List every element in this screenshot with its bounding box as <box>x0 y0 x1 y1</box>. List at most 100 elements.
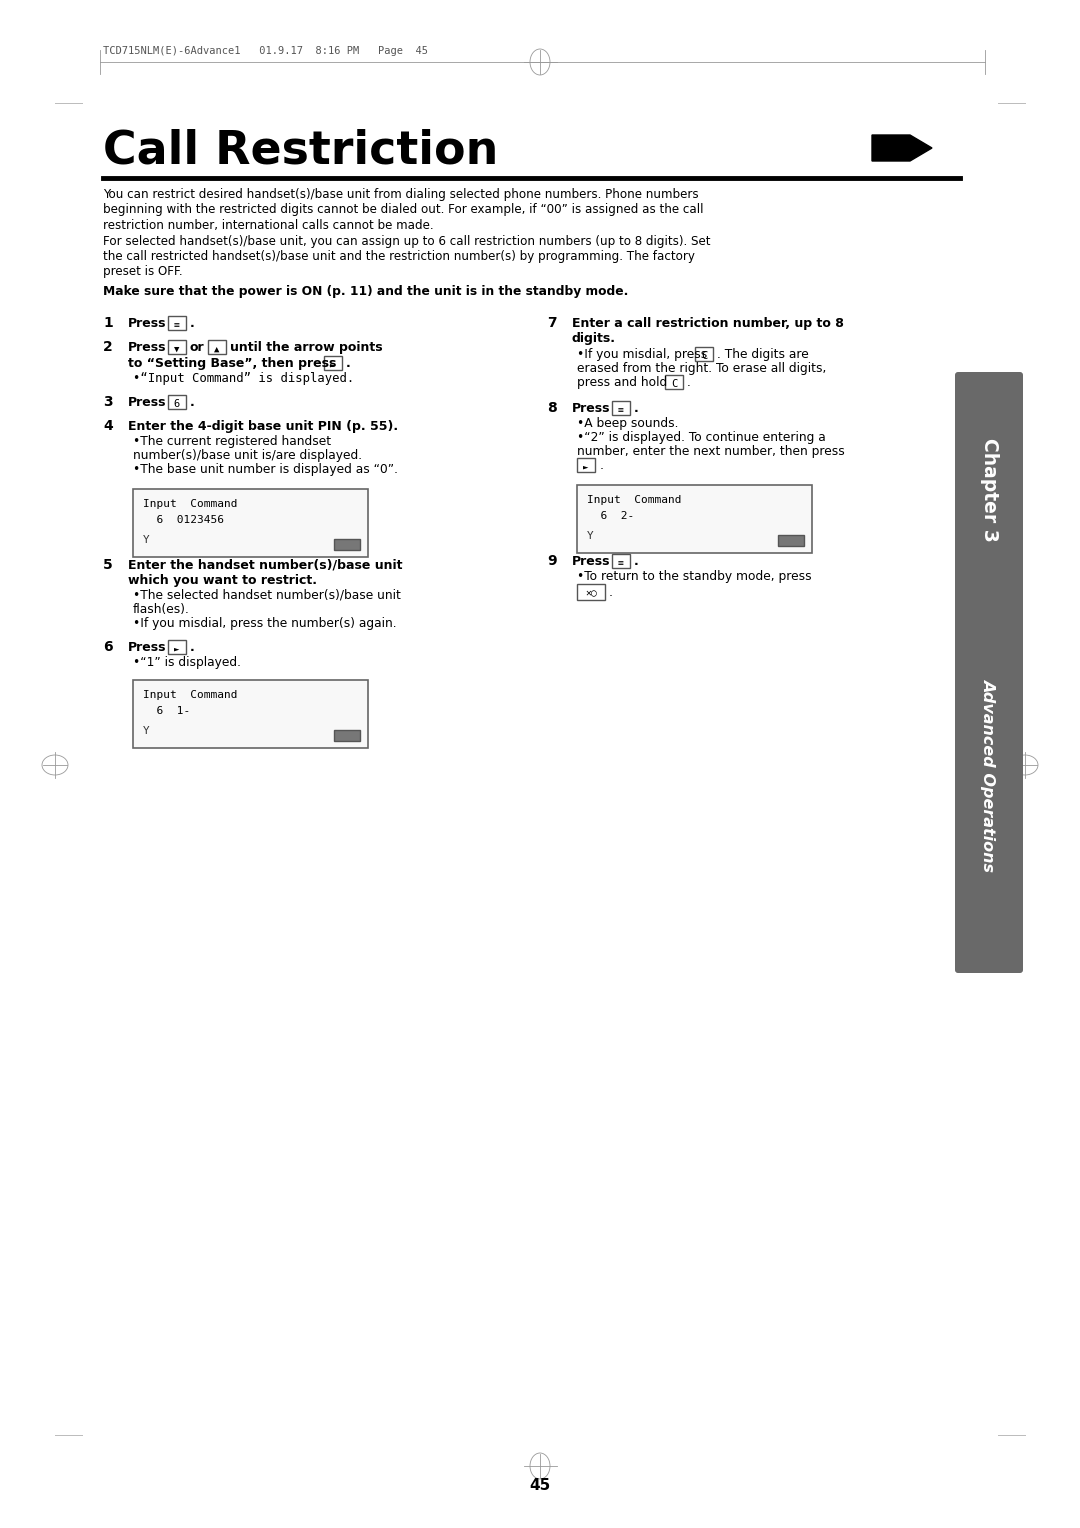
Text: •“Input Command” is displayed.: •“Input Command” is displayed. <box>133 371 354 385</box>
Text: flash(es).: flash(es). <box>133 604 190 616</box>
Text: ≡: ≡ <box>174 319 180 330</box>
Text: 7: 7 <box>546 316 556 330</box>
Text: ▲: ▲ <box>214 345 219 354</box>
FancyBboxPatch shape <box>696 347 713 361</box>
Text: Press: Press <box>129 316 166 330</box>
Text: Advanced Operations: Advanced Operations <box>982 678 997 871</box>
Text: Enter the handset number(s)/base unit: Enter the handset number(s)/base unit <box>129 559 403 571</box>
Text: •A beep sounds.: •A beep sounds. <box>577 417 678 429</box>
Text: TCD715NLM(E)-6Advance1   01.9.17  8:16 PM   Page  45: TCD715NLM(E)-6Advance1 01.9.17 8:16 PM P… <box>103 46 428 57</box>
Text: beginning with the restricted digits cannot be dialed out. For example, if “00” : beginning with the restricted digits can… <box>103 203 703 217</box>
FancyBboxPatch shape <box>133 680 368 749</box>
Text: •If you misdial, press: •If you misdial, press <box>577 348 707 361</box>
Text: erased from the right. To erase all digits,: erased from the right. To erase all digi… <box>577 362 826 374</box>
Text: or: or <box>190 341 204 354</box>
Text: which you want to restrict.: which you want to restrict. <box>129 575 318 587</box>
Text: •The current registered handset: •The current registered handset <box>133 435 332 448</box>
FancyBboxPatch shape <box>133 489 368 558</box>
Text: ►: ► <box>583 463 589 472</box>
FancyArrow shape <box>872 134 932 160</box>
Text: 6  2-: 6 2- <box>588 510 634 521</box>
Text: ▼: ▼ <box>174 345 179 354</box>
Text: .: . <box>687 376 691 390</box>
Text: Y: Y <box>143 726 150 736</box>
FancyBboxPatch shape <box>577 484 812 553</box>
Text: •The selected handset number(s)/base unit: •The selected handset number(s)/base uni… <box>133 588 401 602</box>
Text: the call restricted handset(s)/base unit and the restriction number(s) by progra: the call restricted handset(s)/base unit… <box>103 251 694 263</box>
Text: press and hold: press and hold <box>577 376 667 390</box>
FancyBboxPatch shape <box>168 640 186 654</box>
Text: .: . <box>634 402 638 416</box>
Text: Input  Command: Input Command <box>143 691 238 700</box>
FancyBboxPatch shape <box>168 316 186 330</box>
Text: 1: 1 <box>103 316 112 330</box>
Text: ►: ► <box>174 645 179 654</box>
FancyBboxPatch shape <box>955 371 1023 973</box>
Text: •The base unit number is displayed as “0”.: •The base unit number is displayed as “0… <box>133 463 399 477</box>
Text: 8: 8 <box>546 400 557 416</box>
Text: restriction number, international calls cannot be made.: restriction number, international calls … <box>103 219 434 232</box>
FancyBboxPatch shape <box>334 730 360 741</box>
FancyBboxPatch shape <box>577 458 595 472</box>
Text: Input  Command: Input Command <box>143 500 238 509</box>
Text: •“1” is displayed.: •“1” is displayed. <box>133 656 241 669</box>
Text: Press: Press <box>129 396 166 410</box>
Text: 2: 2 <box>103 341 112 354</box>
Text: Enter the 4-digit base unit PIN (p. 55).: Enter the 4-digit base unit PIN (p. 55). <box>129 420 399 432</box>
Text: 45: 45 <box>529 1478 551 1493</box>
Text: You can restrict desired handset(s)/base unit from dialing selected phone number: You can restrict desired handset(s)/base… <box>103 188 699 202</box>
Text: Press: Press <box>572 555 610 568</box>
Text: 6: 6 <box>174 399 180 410</box>
FancyBboxPatch shape <box>168 341 186 354</box>
FancyBboxPatch shape <box>612 400 630 416</box>
Text: .: . <box>634 555 638 568</box>
Text: •If you misdial, press the number(s) again.: •If you misdial, press the number(s) aga… <box>133 617 396 630</box>
Text: •To return to the standby mode, press: •To return to the standby mode, press <box>577 570 812 584</box>
Text: Press: Press <box>129 341 166 354</box>
Text: C: C <box>671 379 677 390</box>
Text: .: . <box>190 316 194 330</box>
Text: Y: Y <box>143 535 150 545</box>
Text: ≡: ≡ <box>618 558 624 568</box>
FancyBboxPatch shape <box>324 356 342 370</box>
Text: .: . <box>346 358 351 370</box>
Text: number(s)/base unit is/are displayed.: number(s)/base unit is/are displayed. <box>133 449 362 461</box>
Text: . The digits are: . The digits are <box>717 348 809 361</box>
Text: digits.: digits. <box>572 332 616 345</box>
Text: 6: 6 <box>103 640 112 654</box>
FancyBboxPatch shape <box>577 584 605 601</box>
Text: ✕○: ✕○ <box>585 588 597 597</box>
Text: Press: Press <box>129 642 166 654</box>
Text: preset is OFF.: preset is OFF. <box>103 266 183 278</box>
Text: ≡: ≡ <box>618 405 624 416</box>
Text: •“2” is displayed. To continue entering a: •“2” is displayed. To continue entering … <box>577 431 826 445</box>
FancyBboxPatch shape <box>778 535 804 545</box>
Text: .: . <box>609 587 613 599</box>
Text: 9: 9 <box>546 555 556 568</box>
Text: .: . <box>600 458 604 472</box>
Text: 3: 3 <box>103 396 112 410</box>
Text: C: C <box>701 351 707 361</box>
Text: Make sure that the power is ON (p. 11) and the unit is in the standby mode.: Make sure that the power is ON (p. 11) a… <box>103 286 629 298</box>
Text: For selected handset(s)/base unit, you can assign up to 6 call restriction numbe: For selected handset(s)/base unit, you c… <box>103 234 711 248</box>
Text: 6  0123456: 6 0123456 <box>143 515 224 526</box>
Text: .: . <box>190 396 194 410</box>
Text: 4: 4 <box>103 419 112 432</box>
Text: ►: ► <box>330 361 336 370</box>
Text: 6  1-: 6 1- <box>143 706 190 717</box>
FancyBboxPatch shape <box>334 539 360 550</box>
Text: until the arrow points: until the arrow points <box>230 341 382 354</box>
Text: to “Setting Base”, then press: to “Setting Base”, then press <box>129 358 336 370</box>
Text: number, enter the next number, then press: number, enter the next number, then pres… <box>577 445 845 458</box>
FancyBboxPatch shape <box>208 341 226 354</box>
Text: .: . <box>190 642 194 654</box>
Text: Enter a call restriction number, up to 8: Enter a call restriction number, up to 8 <box>572 316 843 330</box>
FancyBboxPatch shape <box>612 555 630 568</box>
FancyBboxPatch shape <box>168 396 186 410</box>
Text: Press: Press <box>572 402 610 416</box>
FancyBboxPatch shape <box>665 374 683 390</box>
Text: 5: 5 <box>103 558 112 571</box>
Text: Call Restriction: Call Restriction <box>103 128 498 174</box>
Text: Input  Command: Input Command <box>588 495 681 504</box>
Text: Y: Y <box>588 532 594 541</box>
